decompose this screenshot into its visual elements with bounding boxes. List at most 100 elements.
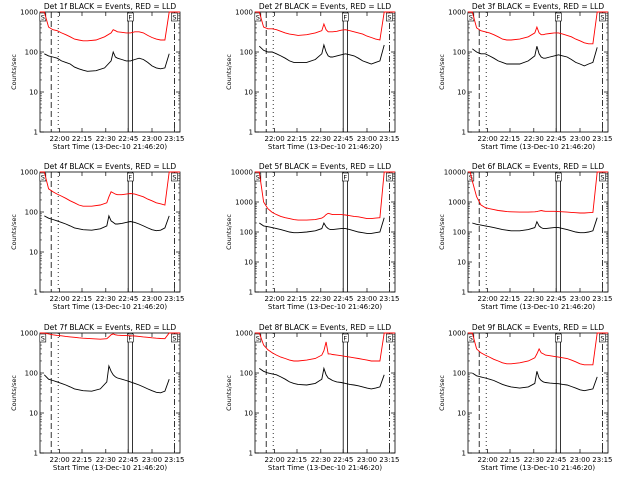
series-events-line — [472, 217, 598, 234]
series-lld-line — [468, 332, 608, 366]
plot-frame — [39, 171, 181, 293]
x-tick-label: 22:15 — [72, 295, 92, 303]
x-tick-label: 22:15 — [287, 295, 307, 303]
marker-label: S — [387, 14, 391, 22]
marker-box — [554, 333, 562, 343]
plot-frame — [254, 11, 396, 133]
x-tick-label: 22:15 — [500, 135, 520, 143]
x-tick-label: 22:00 — [265, 456, 285, 464]
panel-title: Det 3f BLACK = Events, RED = LLD — [472, 2, 605, 11]
panel-title: Det 7f BLACK = Events, RED = LLD — [44, 323, 177, 332]
x-tick-label: 23:15 — [164, 295, 184, 303]
series-events-line — [472, 46, 598, 67]
x-tick-label: 22:45 — [118, 135, 138, 143]
series-lld-line — [255, 171, 395, 221]
x-axis-label: Start Time (13-Dec-10 21:46:20) — [53, 303, 167, 311]
x-tick-label: 22:45 — [546, 295, 566, 303]
y-tick-label: 10 — [244, 410, 253, 418]
y-tick-label: 100 — [25, 49, 38, 57]
y-tick-label: 10 — [457, 410, 466, 418]
y-tick-label: 1 — [249, 289, 253, 297]
y-tick-label: 1 — [34, 289, 38, 297]
marker-box — [554, 12, 562, 22]
y-axis-label: Counts/sec — [438, 54, 446, 90]
series-events-line — [259, 366, 385, 390]
marker-label: S — [387, 335, 391, 343]
x-tick-label: 23:00 — [570, 456, 590, 464]
y-tick-label: 1000 — [20, 9, 38, 17]
y-tick-label: 1 — [249, 450, 253, 458]
y-axis-label: Counts/sec — [225, 375, 233, 411]
y-tick-label: 10000 — [231, 169, 253, 177]
y-axis-label: Counts/sec — [10, 375, 18, 411]
x-tick-label: 22:30 — [96, 456, 116, 464]
x-tick-label: 23:15 — [164, 135, 184, 143]
marker-label: S — [41, 174, 45, 182]
marker-box — [554, 172, 562, 182]
y-axis-label: Counts/sec — [10, 54, 18, 90]
y-tick-label: 1000 — [20, 330, 38, 338]
series-events-line — [44, 50, 170, 72]
y-tick-label: 10000 — [444, 169, 466, 177]
series-events-line — [258, 43, 385, 65]
panel-title: Det 9f BLACK = Events, RED = LLD — [472, 323, 605, 332]
x-tick-label: 22:15 — [500, 456, 520, 464]
y-tick-label: 1 — [462, 129, 466, 137]
marker-box — [39, 333, 47, 343]
panel-det-7: Det 7f BLACK = Events, RED = LLD 1 10 100 10… — [10, 323, 184, 472]
y-axis-label: Counts/sec — [438, 375, 446, 411]
x-tick-label: 22:30 — [524, 456, 544, 464]
x-tick-label: 22:15 — [72, 135, 92, 143]
marker-label: F — [343, 335, 347, 343]
y-tick-label: 10 — [244, 89, 253, 97]
panel-title: Det 2f BLACK = Events, RED = LLD — [259, 2, 392, 11]
x-tick-label: 23:00 — [357, 295, 377, 303]
y-tick-label: 1 — [462, 289, 466, 297]
x-tick-label: 22:30 — [311, 456, 331, 464]
panel-title: Det 1f BLACK = Events, RED = LLD — [44, 2, 177, 11]
marker-label: S — [600, 335, 604, 343]
marker-box — [386, 333, 393, 343]
y-tick-label: 1000 — [448, 9, 466, 17]
x-tick-label: 22:45 — [118, 456, 138, 464]
panel-det-8: Det 8f BLACK = Events, RED = LLD 1 10 100 10… — [225, 323, 399, 472]
x-tick-label: 22:00 — [478, 456, 498, 464]
x-tick-label: 22:00 — [478, 295, 498, 303]
y-tick-label: 10 — [29, 410, 38, 418]
y-tick-label: 1000 — [448, 330, 466, 338]
panel-det-6: Det 6f BLACK = Events, RED = LLD 1 10 100 10… — [438, 162, 612, 311]
marker-label: F — [343, 174, 347, 182]
x-tick-label: 23:15 — [164, 456, 184, 464]
marker-box — [171, 172, 178, 182]
panel-det-5: Det 5f BLACK = Events, RED = LLD 1 10 100 10… — [225, 162, 399, 311]
x-tick-label: 22:15 — [287, 456, 307, 464]
y-tick-label: 1000 — [20, 169, 38, 177]
marker-label: S — [600, 14, 604, 22]
marker-label: S — [172, 335, 176, 343]
x-axis-label: Start Time (13-Dec-10 21:46:20) — [53, 464, 167, 472]
series-events-line — [259, 217, 385, 234]
y-axis-label: Counts/sec — [438, 214, 446, 250]
marker-label: F — [556, 335, 560, 343]
panel-det-2: Det 2f BLACK = Events, RED = LLD 1 10 100 10… — [225, 2, 399, 151]
y-tick-label: 10 — [457, 89, 466, 97]
plot-frame — [39, 11, 181, 133]
x-tick-label: 23:00 — [142, 295, 162, 303]
plot-frame — [254, 332, 396, 454]
panel-title: Det 5f BLACK = Events, RED = LLD — [259, 162, 392, 171]
plot-frame — [254, 171, 396, 293]
marker-label: S — [600, 174, 604, 182]
y-tick-label: 1000 — [448, 199, 466, 207]
x-tick-label: 22:45 — [546, 456, 566, 464]
panel-title: Det 8f BLACK = Events, RED = LLD — [259, 323, 392, 332]
panel-title: Det 4f BLACK = Events, RED = LLD — [44, 162, 177, 171]
x-tick-label: 23:15 — [379, 295, 399, 303]
y-tick-label: 1000 — [235, 9, 253, 17]
y-tick-label: 100 — [453, 229, 466, 237]
marker-box — [127, 12, 134, 22]
x-axis-label: Start Time (13-Dec-10 21:46:20) — [481, 143, 595, 151]
x-axis-label: Start Time (13-Dec-10 21:46:20) — [481, 464, 595, 472]
panel-det-1: Det 1f BLACK = Events, RED = LLD 1 10 100 10… — [10, 2, 184, 151]
marker-label: S — [172, 174, 176, 182]
